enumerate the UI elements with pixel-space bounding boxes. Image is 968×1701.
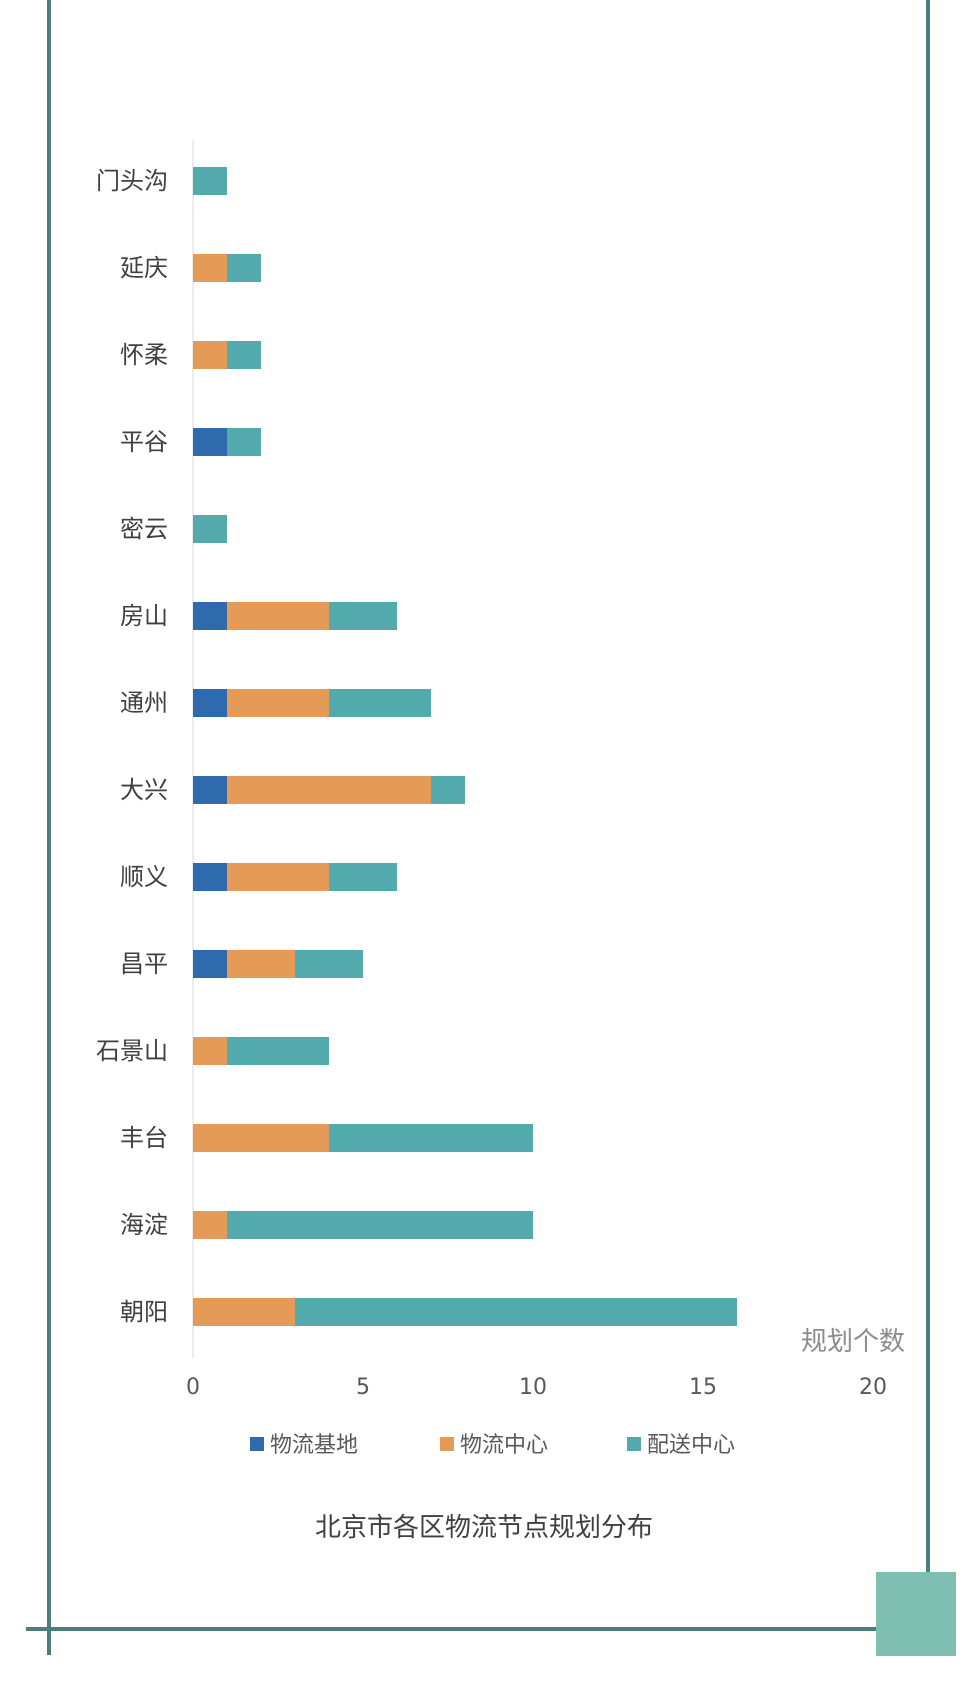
- bar-segment: [227, 863, 329, 891]
- category-label: 海淀: [120, 1211, 168, 1239]
- bar-segment: [227, 1211, 533, 1239]
- bar-segment: [193, 950, 227, 978]
- frame-left-border: [47, 0, 51, 1655]
- bar-segment: [193, 341, 227, 369]
- bar-segment: [193, 1037, 227, 1065]
- bar-segment: [227, 254, 261, 282]
- x-tick-label: 20: [859, 1375, 887, 1400]
- bar-segment: [227, 950, 295, 978]
- bar-segment: [329, 863, 397, 891]
- bar-segment: [193, 1298, 295, 1326]
- frame-right-border: [926, 0, 930, 1600]
- bar-segment: [295, 950, 363, 978]
- frame-bottom-border: [26, 1627, 948, 1631]
- category-label: 丰台: [120, 1124, 168, 1152]
- category-label: 大兴: [120, 776, 168, 804]
- bar-segment: [329, 1124, 533, 1152]
- category-label: 朝阳: [120, 1298, 168, 1326]
- x-tick-label: 0: [186, 1375, 200, 1400]
- bar-segment: [329, 602, 397, 630]
- bar-segment: [193, 167, 227, 195]
- legend-label: 物流基地: [270, 1433, 358, 1458]
- bar-segment: [193, 254, 227, 282]
- legend-swatch: [440, 1437, 454, 1451]
- bar-segment: [227, 341, 261, 369]
- bar-segment: [227, 602, 329, 630]
- bar-segment: [193, 515, 227, 543]
- category-label: 延庆: [120, 254, 168, 282]
- legend-swatch: [627, 1437, 641, 1451]
- bar-segment: [295, 1298, 737, 1326]
- legend-label: 配送中心: [647, 1433, 735, 1458]
- legend-label: 物流中心: [460, 1433, 548, 1458]
- bar-segment: [431, 776, 465, 804]
- bar-segment: [193, 1211, 227, 1239]
- bar-segment: [193, 863, 227, 891]
- bar-segment: [227, 776, 431, 804]
- chart-title: 北京市各区物流节点规划分布: [314, 1513, 653, 1543]
- bar-segment: [227, 428, 261, 456]
- category-label: 平谷: [120, 428, 168, 456]
- category-label: 密云: [120, 515, 168, 543]
- category-label: 怀柔: [120, 341, 168, 369]
- bar-segment: [227, 1037, 329, 1065]
- bar-segment: [193, 602, 227, 630]
- bar-segment: [193, 428, 227, 456]
- bar-segment: [193, 689, 227, 717]
- category-label: 房山: [120, 602, 168, 630]
- bar-segment: [193, 776, 227, 804]
- category-label: 顺义: [120, 863, 168, 891]
- legend-swatch: [250, 1437, 264, 1451]
- x-tick-label: 10: [519, 1375, 547, 1400]
- category-label: 昌平: [120, 950, 168, 978]
- x-axis-label: 规划个数: [801, 1327, 905, 1357]
- x-tick-label: 15: [689, 1375, 717, 1400]
- corner-accent-square: [876, 1572, 956, 1656]
- bar-segment: [227, 689, 329, 717]
- bar-segment: [193, 1124, 329, 1152]
- category-label: 门头沟: [96, 167, 168, 195]
- x-tick-label: 5: [356, 1375, 370, 1400]
- bar-segment: [329, 689, 431, 717]
- category-label: 通州: [120, 689, 168, 717]
- category-label: 石景山: [96, 1037, 168, 1065]
